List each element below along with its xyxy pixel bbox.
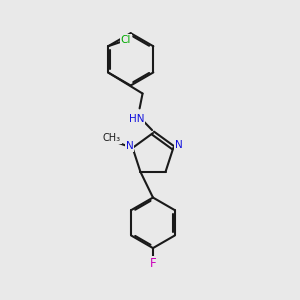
Text: F: F (150, 257, 156, 270)
Text: N: N (126, 141, 134, 152)
Text: HN: HN (129, 114, 144, 124)
Text: CH₃: CH₃ (103, 133, 121, 143)
Text: Cl: Cl (121, 35, 131, 45)
Text: N: N (175, 140, 182, 150)
